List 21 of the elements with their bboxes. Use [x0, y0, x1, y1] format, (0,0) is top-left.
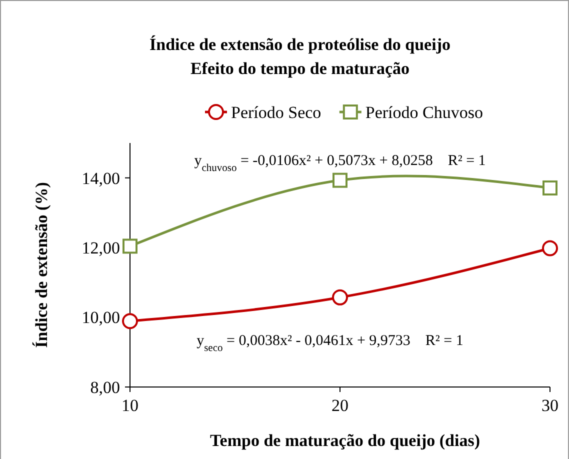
point	[122, 238, 138, 254]
x-axis-title: Tempo de maturação do queijo (dias)	[210, 431, 480, 450]
annotation: y$_{seco}$ = 0,0038x² - 0,0461x + 9,9733 R² = 1	[196, 333, 464, 354]
y-tick-label: 10,00	[82, 308, 120, 328]
point	[542, 180, 558, 196]
point	[122, 313, 138, 330]
x-tick-label: 10	[122, 396, 138, 415]
point	[332, 172, 348, 188]
x-tick-label: 30	[542, 396, 558, 415]
y-tick-label: 12,00	[82, 238, 120, 258]
y-tick-label: 8,00	[90, 378, 120, 397]
chart-title: Índice de extensão de proteólise do queijo	[150, 35, 450, 54]
legend-label: Período Seco	[231, 102, 322, 122]
chart-subtitle: Efeito do tempo de maturação	[190, 59, 410, 78]
legend-label: Período Chuvoso	[365, 102, 483, 122]
y-axis-title: Índice de extensão (%)	[32, 182, 51, 348]
annotation: y$_{chuvoso}$ = -0,0106x² + 0,5073x + 8,0258 R² = 1	[194, 153, 486, 174]
y-tick-label: 14,00	[82, 168, 120, 188]
point	[542, 240, 558, 256]
x-tick-label: 20	[332, 396, 348, 415]
point	[332, 289, 348, 306]
